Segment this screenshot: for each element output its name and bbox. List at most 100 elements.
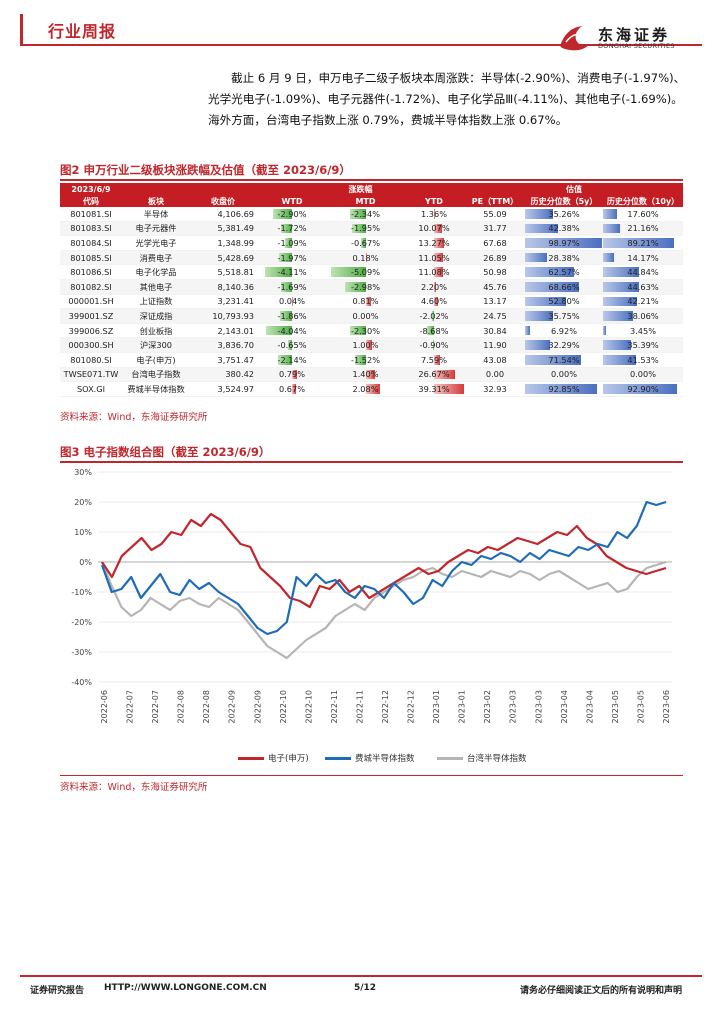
bar-mtd bbox=[360, 238, 366, 248]
cell-code: 000300.SH bbox=[60, 337, 122, 353]
bar-p10 bbox=[603, 296, 637, 307]
footer-url-link[interactable]: HTTP://WWW.LONGONE.COM.CN bbox=[104, 983, 267, 993]
bar-ytd bbox=[434, 369, 455, 380]
cell-code: 801083.SI bbox=[60, 221, 122, 237]
x-tick-label: 2023-03 bbox=[509, 690, 518, 723]
cell-p5: 68.66% bbox=[525, 279, 603, 295]
cell-p10: 14.17% bbox=[603, 250, 684, 266]
cell-ytd: 10.07% bbox=[403, 221, 465, 237]
cell-code: 399006.SZ bbox=[60, 323, 122, 339]
table-row: TWSE071.TW 台湾电子指数 380.42 0.79% 1.40% 26.67% 0.… bbox=[60, 367, 684, 383]
y-tick-label: 10% bbox=[74, 528, 92, 537]
bar-ytd bbox=[427, 325, 434, 336]
x-tick-label: 2022-06 bbox=[100, 690, 109, 723]
cell-code: 801086.SI bbox=[60, 264, 122, 280]
cell-p10: 42.21% bbox=[603, 294, 684, 310]
bar-wtd bbox=[278, 354, 292, 365]
legend-item-sw-electronics: 电子(申万) bbox=[238, 752, 309, 764]
bar-ytd bbox=[434, 281, 436, 292]
cell-mtd: -2.30% bbox=[328, 323, 403, 339]
cell-pe: 43.08 bbox=[465, 352, 525, 368]
bar-wtd bbox=[280, 281, 292, 292]
y-tick-label: 20% bbox=[74, 498, 92, 507]
cell-name: 沪深300 bbox=[122, 337, 190, 353]
cell-ytd: 1.36% bbox=[403, 207, 465, 222]
table-row: 000300.SH 沪深300 3,836.70 -0.65% 1.00% -0.90% 1… bbox=[60, 337, 684, 353]
y-tick-label: 0% bbox=[79, 558, 92, 567]
cell-mtd: 0.18% bbox=[328, 250, 403, 266]
cell-mtd: -2.34% bbox=[328, 207, 403, 222]
cell-close: 5,381.49 bbox=[190, 221, 256, 237]
cell-name: 其他电子 bbox=[122, 279, 190, 295]
col-header-mtd: MTD bbox=[328, 195, 403, 207]
y-tick-label: 30% bbox=[74, 468, 92, 477]
x-tick-label: 2023-04 bbox=[560, 690, 569, 723]
cell-code: 399001.SZ bbox=[60, 308, 122, 324]
x-tick-label: 2022-11 bbox=[355, 690, 364, 723]
legend-swatch bbox=[238, 757, 264, 760]
legend-item-tw-semis: 台湾半导体指数 bbox=[437, 752, 527, 764]
series-line-2 bbox=[100, 560, 667, 660]
cell-wtd: -4.11% bbox=[256, 264, 328, 280]
legend-swatch bbox=[325, 757, 351, 760]
x-tick-label: 2023-01 bbox=[432, 690, 441, 723]
cell-pe: 67.68 bbox=[465, 235, 525, 251]
logo-text-cn: 东海证券 bbox=[598, 26, 671, 44]
bar-p5 bbox=[525, 209, 553, 219]
cell-pe: 55.09 bbox=[465, 207, 525, 222]
col-header-pct10y: 历史分位数（10y） bbox=[603, 195, 684, 207]
cell-mtd: -0.67% bbox=[328, 235, 403, 251]
x-tick-label: 2023-03 bbox=[534, 690, 543, 723]
bar-p5 bbox=[525, 325, 531, 336]
cell-p5: 0.00% bbox=[525, 367, 603, 383]
cell-p5: 62.57% bbox=[525, 264, 603, 280]
cell-name: 创业板指 bbox=[122, 323, 190, 339]
date-header: 2023/6/9 bbox=[60, 183, 122, 195]
bar-ytd bbox=[434, 238, 445, 248]
logo-text-en: DONGHAI SECURITIES bbox=[598, 42, 675, 50]
bar-wtd bbox=[279, 311, 292, 321]
cell-mtd: 1.40% bbox=[328, 367, 403, 383]
bar-p5 bbox=[525, 238, 603, 248]
fig2-rule bbox=[60, 179, 683, 181]
series-line-0 bbox=[101, 512, 667, 609]
cell-p10: 44.63% bbox=[603, 279, 684, 295]
report-type-title: 行业周报 bbox=[48, 22, 117, 41]
cell-p5: 35.26% bbox=[525, 207, 603, 222]
bar-ytd bbox=[433, 340, 434, 350]
cell-name: 费城半导体指数 bbox=[122, 381, 190, 397]
cell-code: 801080.SI bbox=[60, 352, 122, 368]
bar-p10 bbox=[603, 384, 678, 394]
header-rule bbox=[20, 44, 702, 46]
x-tick-label: 2022-10 bbox=[279, 690, 288, 723]
cell-code: 801081.SI bbox=[60, 207, 122, 222]
bar-p10 bbox=[603, 325, 606, 336]
page-number: 5/12 bbox=[354, 983, 377, 993]
cell-wtd: -1.86% bbox=[256, 308, 328, 324]
cell-wtd: -2.90% bbox=[256, 207, 328, 222]
table-row: 801085.SI 消费电子 5,428.69 -1.97% 0.18% 11.05% 26… bbox=[60, 250, 684, 266]
bar-p5 bbox=[525, 354, 581, 365]
cell-ytd: -0.90% bbox=[403, 337, 465, 353]
cell-close: 3,231.41 bbox=[190, 294, 256, 310]
y-tick-label: -40% bbox=[71, 678, 92, 687]
cell-close: 8,140.36 bbox=[190, 279, 256, 295]
col-header-pct5y: 历史分位数（5y） bbox=[525, 195, 603, 207]
cell-code: 801084.SI bbox=[60, 235, 122, 251]
cell-mtd: -5.09% bbox=[328, 264, 403, 280]
cell-wtd: -1.72% bbox=[256, 221, 328, 237]
bar-mtd bbox=[349, 325, 366, 336]
bar-p5 bbox=[525, 267, 574, 277]
cell-close: 4,106.69 bbox=[190, 207, 256, 222]
cell-name: 消费电子 bbox=[122, 250, 190, 266]
cell-mtd: 0.81% bbox=[328, 294, 403, 310]
footer-rule bbox=[20, 975, 702, 977]
bar-ytd bbox=[434, 384, 465, 394]
cell-pe: 13.17 bbox=[465, 294, 525, 310]
cell-mtd: 2.08% bbox=[328, 381, 403, 397]
legend-item-sox: 费城半导体指数 bbox=[325, 752, 415, 764]
cell-name: 电子元器件 bbox=[122, 221, 190, 237]
bar-p10 bbox=[603, 354, 637, 365]
electronics-index-chart: 30% 20% 10% 0% -10% -20% -30% -40% 2022-06 2022-0… bbox=[71, 468, 672, 723]
bar-p10 bbox=[603, 252, 615, 263]
